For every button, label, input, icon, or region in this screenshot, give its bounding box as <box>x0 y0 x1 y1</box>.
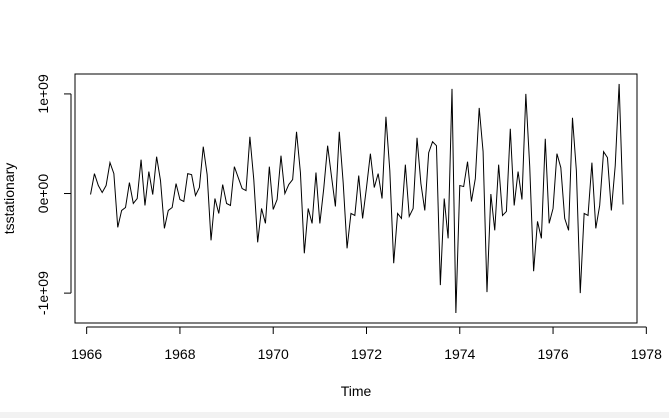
x-tick-label: 1974 <box>444 346 475 362</box>
y-tick-label: 0e+00 <box>35 174 51 214</box>
plot-frame <box>74 73 638 324</box>
x-tick-label: 1976 <box>537 346 568 362</box>
window-bottom-strip <box>0 412 669 418</box>
x-axis: 1966 1968 1970 1972 1974 1976 1978 <box>71 326 662 362</box>
y-axis-label: tsstationary <box>1 163 17 235</box>
y-tick-label: -1e+09 <box>35 271 51 315</box>
y-tick-label: 1e+09 <box>35 74 51 114</box>
y-axis: -1e+09 0e+00 1e+09 <box>35 74 72 315</box>
series-line <box>90 83 624 314</box>
x-tick-label: 1978 <box>631 346 662 362</box>
x-tick-label: 1966 <box>71 346 102 362</box>
x-tick-label: 1972 <box>351 346 382 362</box>
x-axis-label: Time <box>341 383 372 399</box>
x-tick-label: 1970 <box>258 346 289 362</box>
x-tick-label: 1968 <box>164 346 195 362</box>
